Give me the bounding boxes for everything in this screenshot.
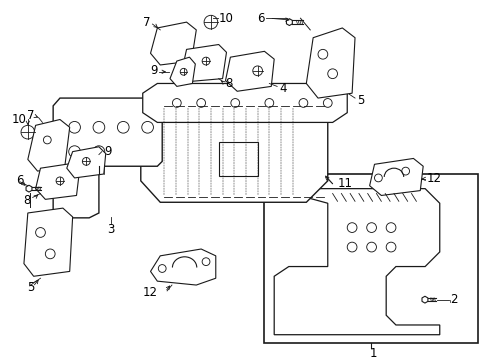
Polygon shape bbox=[150, 22, 196, 65]
Polygon shape bbox=[26, 185, 32, 192]
Text: 3: 3 bbox=[107, 223, 114, 236]
Polygon shape bbox=[150, 249, 215, 285]
Text: 10: 10 bbox=[11, 113, 26, 126]
Text: 9: 9 bbox=[103, 145, 111, 158]
Text: 5: 5 bbox=[27, 282, 34, 294]
Text: 1: 1 bbox=[368, 347, 376, 360]
Text: 8: 8 bbox=[225, 77, 232, 90]
Polygon shape bbox=[369, 158, 422, 195]
Polygon shape bbox=[141, 101, 327, 202]
Bar bbox=[264, 174, 477, 343]
Polygon shape bbox=[225, 51, 274, 91]
Text: 12: 12 bbox=[142, 286, 158, 299]
Polygon shape bbox=[24, 208, 73, 276]
Polygon shape bbox=[182, 45, 226, 81]
Polygon shape bbox=[67, 147, 105, 178]
Text: 5: 5 bbox=[356, 94, 364, 107]
Bar bbox=[218, 142, 257, 176]
Text: 4: 4 bbox=[279, 82, 286, 95]
Text: 9: 9 bbox=[149, 64, 157, 77]
Polygon shape bbox=[142, 84, 346, 122]
Text: 2: 2 bbox=[449, 293, 457, 306]
Text: 7: 7 bbox=[27, 109, 35, 122]
Polygon shape bbox=[28, 120, 70, 171]
Polygon shape bbox=[286, 19, 292, 26]
Text: 11: 11 bbox=[337, 177, 352, 190]
Polygon shape bbox=[421, 296, 427, 303]
Polygon shape bbox=[274, 189, 439, 335]
Polygon shape bbox=[170, 57, 195, 86]
Polygon shape bbox=[36, 163, 79, 199]
Text: 6: 6 bbox=[16, 174, 23, 187]
Text: 12: 12 bbox=[426, 172, 441, 185]
Text: 6: 6 bbox=[256, 12, 264, 25]
Text: 7: 7 bbox=[142, 15, 150, 28]
Text: 8: 8 bbox=[23, 194, 31, 207]
Polygon shape bbox=[305, 28, 354, 98]
Text: 10: 10 bbox=[218, 12, 233, 25]
Polygon shape bbox=[53, 98, 162, 218]
